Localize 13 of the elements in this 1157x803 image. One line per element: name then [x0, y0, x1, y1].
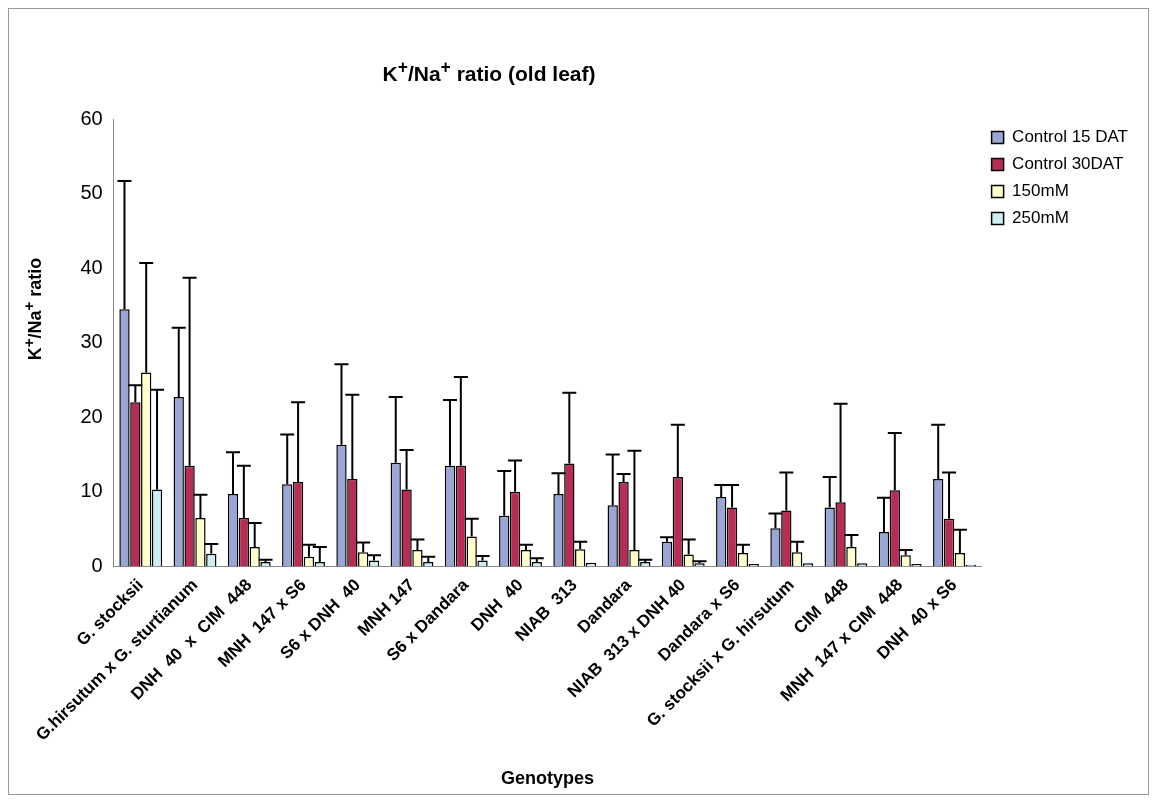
- legend-label: Control 15 DAT: [1012, 127, 1129, 147]
- x-axis-title: Genotypes: [501, 768, 595, 789]
- y-tick-label: 50: [80, 181, 103, 204]
- y-tick-label: 30: [80, 330, 103, 353]
- chart-title: K$^{+}$/Na$^{+}$ ratio (old leaf): [381, 57, 597, 86]
- legend-label: 150mM: [1012, 181, 1069, 201]
- y-tick-label: 10: [80, 479, 103, 502]
- y-tick-label: 0: [91, 553, 103, 576]
- legend-label: 250mM: [1012, 208, 1069, 228]
- y-tick-label: 20: [80, 404, 103, 427]
- y-tick-label: 40: [80, 255, 103, 278]
- y-tick-label: 60: [80, 106, 103, 129]
- legend-label: Control 30DAT: [1012, 154, 1124, 174]
